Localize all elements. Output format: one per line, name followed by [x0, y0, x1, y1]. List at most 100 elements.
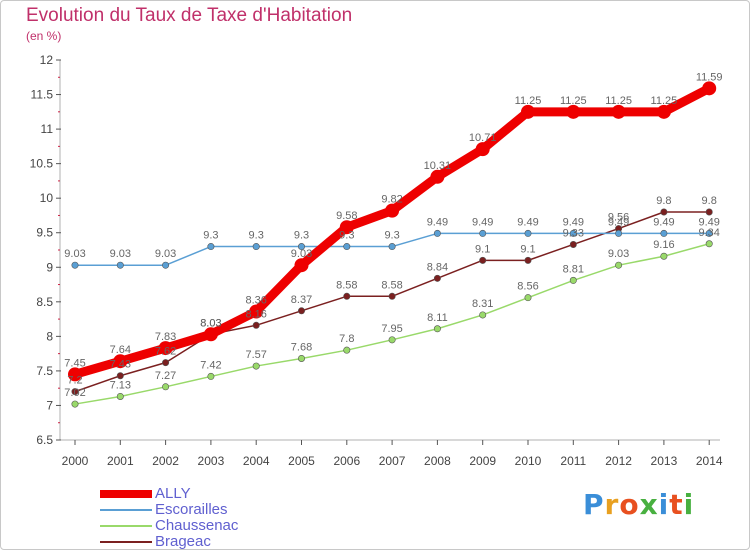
data-label-brageac: 8.58: [381, 279, 402, 291]
logo-letter: x: [639, 488, 659, 521]
point-escorailles: [705, 229, 713, 237]
data-label-chaussenac: 9.34: [698, 227, 719, 239]
data-label-chaussenac: 8.56: [517, 281, 538, 293]
logo-letter: r: [604, 488, 620, 521]
data-label-brageac: 7.43: [110, 359, 131, 371]
legend-label-chaussenac: Chaussenac: [155, 517, 239, 534]
point-ally: [566, 104, 581, 119]
data-label-escorailles: 9.3: [203, 230, 218, 242]
data-label-chaussenac: 8.81: [563, 263, 584, 275]
legend-label-brageac: Brageac: [155, 533, 211, 550]
data-label-escorailles: 9.49: [427, 216, 448, 228]
data-label-brageac: 9.56: [608, 212, 629, 224]
point-brageac: [524, 256, 532, 264]
point-escorailles: [660, 229, 668, 237]
point-escorailles: [116, 261, 124, 269]
y-tick-label: 8.5: [36, 295, 53, 309]
data-label-escorailles: 9.49: [472, 216, 493, 228]
point-escorailles: [615, 229, 623, 237]
point-ally: [385, 203, 400, 218]
data-labels-layer: 7.45 7.64 7.83 8.03 8.36 9.03 9.58 9.82 10.31 10.…: [64, 71, 722, 399]
logo-letter: i: [683, 488, 695, 521]
point-brageac: [116, 372, 124, 380]
y-tick-label: 11.5: [31, 88, 54, 102]
data-label-chaussenac: 7.95: [381, 323, 402, 335]
legend-item-chaussenac: Chaussenac: [100, 518, 238, 534]
legend-label-escorailles: Escorailles: [155, 501, 228, 518]
x-tick-label: 2005: [288, 454, 315, 468]
legend-swatch-chaussenac: [100, 525, 152, 527]
y-tick-label: 10: [40, 191, 54, 205]
data-label-brageac: 9.8: [656, 195, 671, 207]
point-ally: [521, 104, 535, 119]
point-escorailles: [71, 261, 79, 269]
data-label-brageac: 8.03: [200, 317, 221, 329]
x-tick-label: 2007: [379, 454, 406, 468]
point-ally: [339, 220, 354, 235]
x-tick-label: 2012: [605, 454, 632, 468]
point-brageac: [388, 292, 396, 300]
point-ally: [702, 81, 717, 96]
data-label-brageac: 9.8: [702, 195, 717, 207]
point-ally: [430, 169, 445, 184]
x-tick-label: 2001: [107, 454, 134, 468]
point-ally: [656, 104, 671, 119]
data-label-chaussenac: 7.13: [110, 379, 131, 391]
data-label-escorailles: 9.3: [384, 230, 399, 242]
point-brageac: [705, 208, 713, 216]
point-ally: [249, 304, 264, 319]
y-tick-label: 7.5: [36, 364, 53, 378]
point-brageac: [162, 359, 170, 367]
point-ally: [611, 104, 626, 119]
data-label-ally: 11.25: [515, 95, 542, 107]
x-tick-label: 2003: [198, 454, 225, 468]
x-tick-label: 2013: [651, 454, 678, 468]
point-escorailles: [207, 243, 215, 251]
data-label-ally: 7.64: [110, 344, 131, 356]
x-tick-label: 2014: [696, 454, 723, 468]
data-label-ally: 9.82: [381, 194, 402, 206]
proxiti-logo: Proxiti: [583, 488, 694, 521]
data-label-ally: 7.45: [64, 357, 85, 369]
data-label-ally: 11.25: [651, 95, 678, 107]
point-escorailles: [388, 243, 396, 251]
x-tick-label: 2010: [515, 454, 542, 468]
data-label-brageac: 8.84: [427, 261, 448, 273]
point-chaussenac: [71, 400, 79, 408]
y-tick-label: 8: [46, 329, 53, 343]
point-ally: [68, 367, 82, 382]
point-chaussenac: [433, 325, 441, 333]
point-ally: [294, 258, 309, 273]
data-label-escorailles: 9.49: [563, 216, 584, 228]
point-ally: [158, 341, 173, 356]
legend-label-ally: ALLY: [155, 485, 191, 502]
data-label-brageac: 9.1: [475, 243, 490, 255]
data-label-escorailles: 9.3: [249, 230, 264, 242]
point-escorailles: [162, 261, 170, 269]
data-label-ally: 11.59: [696, 71, 723, 83]
data-label-chaussenac: 7.68: [291, 341, 312, 353]
y-tick-label: 10.5: [30, 157, 54, 171]
logo-letter: i: [658, 488, 670, 521]
data-label-ally: 8.36: [245, 294, 266, 306]
data-label-brageac: 7.62: [155, 346, 176, 358]
data-label-escorailles: 9.49: [698, 216, 719, 228]
data-label-escorailles: 9.49: [608, 216, 629, 228]
data-label-escorailles: 9.3: [339, 230, 354, 242]
data-label-chaussenac: 7.57: [245, 349, 266, 361]
logo-letter: o: [619, 488, 640, 521]
x-tick-label: 2006: [333, 454, 360, 468]
point-brageac: [252, 321, 260, 329]
point-brageac: [343, 292, 351, 300]
point-escorailles: [297, 243, 305, 251]
y-tick-label: 9: [46, 260, 53, 274]
data-label-ally: 11.25: [560, 95, 587, 107]
unit-label: (en %): [26, 29, 62, 43]
x-tick-label: 2000: [62, 454, 89, 468]
point-chaussenac: [569, 276, 577, 284]
y-tick-label: 12: [40, 53, 54, 67]
x-tick-label: 2008: [424, 454, 451, 468]
point-brageac: [569, 240, 577, 248]
point-chaussenac: [479, 311, 487, 319]
